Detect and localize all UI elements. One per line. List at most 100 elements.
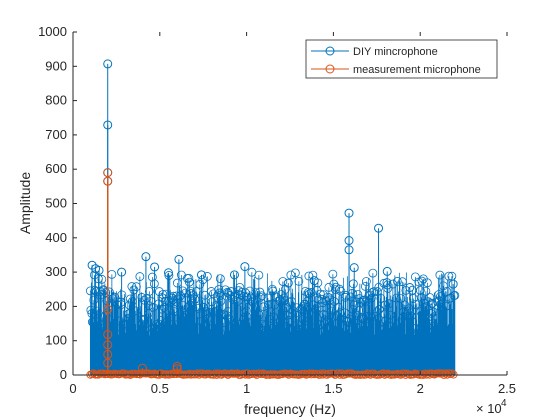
legend-measurement-marker <box>325 64 335 74</box>
diy-marker <box>103 59 113 69</box>
diy-band-marker <box>144 301 154 311</box>
measurement-baseline-marker <box>150 369 159 378</box>
x-tick-label: 0 <box>69 381 76 396</box>
diy-band-marker <box>354 294 364 303</box>
diy-marker <box>229 270 239 280</box>
diy-band-marker <box>166 320 176 330</box>
diy-band-marker <box>208 289 218 299</box>
y-tick-label: 400 <box>45 230 67 245</box>
diy-band-marker <box>257 291 267 301</box>
diy-band-marker <box>365 312 375 322</box>
measurement-baseline-marker <box>204 369 213 378</box>
diy-band-marker <box>241 306 251 316</box>
measurement-marker <box>103 330 113 340</box>
measurement-baseline-marker <box>438 369 447 378</box>
measurement-baseline-marker <box>145 369 154 378</box>
diy-band-marker <box>308 270 318 280</box>
diy-band-marker <box>396 294 406 304</box>
diy-band-marker <box>294 276 304 286</box>
diy-band-marker <box>328 269 338 279</box>
measurement-baseline-marker <box>329 369 338 378</box>
measurement-baseline-marker <box>222 370 231 378</box>
diy-band-marker <box>388 279 398 289</box>
diy-band-marker <box>284 297 294 307</box>
measurement-marker <box>103 340 113 350</box>
diy-band-marker <box>216 296 226 306</box>
diy-marker <box>150 262 160 272</box>
diy-band-marker <box>372 287 382 296</box>
diy-band-marker <box>376 293 386 303</box>
measurement-baseline-marker <box>420 369 429 378</box>
diy-marker <box>87 260 97 270</box>
legend-diy-marker <box>325 46 335 56</box>
diy-band-marker <box>315 289 325 299</box>
measurement-baseline-marker <box>198 369 207 378</box>
measurement-baseline-marker <box>184 370 192 379</box>
measurement-baseline-marker <box>185 369 194 378</box>
diy-band-marker <box>131 282 141 292</box>
y-axis-title: Amplitude <box>17 172 33 234</box>
diy-band-marker <box>450 290 460 300</box>
diy-band-marker <box>392 277 402 286</box>
diy-band-marker <box>318 290 328 300</box>
measurement-baseline-marker <box>307 370 316 379</box>
diy-band-marker <box>292 303 302 313</box>
measurement-baseline-marker <box>251 370 260 379</box>
diy-band-marker <box>129 285 139 295</box>
diy-marker <box>94 265 104 275</box>
measurement-marker <box>103 358 113 368</box>
diy-band-marker <box>235 282 245 292</box>
diy-band-marker <box>416 292 426 302</box>
diy-marker <box>141 252 151 262</box>
measurement-marker <box>103 349 113 359</box>
diy-marker <box>117 267 127 277</box>
diy-band-marker <box>290 268 300 278</box>
diy-marker <box>174 254 184 264</box>
measurement-baseline-marker <box>300 369 309 378</box>
diy-band-marker <box>359 313 369 323</box>
legend-measurement-label: measurement microphone <box>353 64 481 76</box>
measurement-marker <box>103 304 113 314</box>
x-tick-label: 2 <box>417 381 424 396</box>
dense-band-layer <box>85 267 460 375</box>
diy-marker <box>103 120 113 130</box>
legend-box <box>305 39 498 79</box>
diy-band-marker <box>184 277 194 287</box>
diy-marker <box>240 262 250 272</box>
y-ticks: 0 100 200 300 400 500 600 700 800 900 1000 <box>38 24 77 382</box>
diy-band-marker <box>329 279 339 289</box>
diy-band-marker <box>341 290 351 300</box>
diy-band-marker <box>361 277 371 286</box>
measurement-baseline-marker <box>283 370 292 378</box>
y-tick-label: 800 <box>45 93 67 108</box>
diy-band-marker <box>225 315 235 325</box>
legend-diy-label: DIY mincrophone <box>353 46 438 58</box>
measurement-baseline-marker <box>379 369 388 378</box>
diy-band-marker <box>417 276 427 286</box>
measurement-marker <box>172 361 182 371</box>
x-tick-label: 0.5 <box>151 381 169 396</box>
measurement-baseline-marker <box>364 369 373 378</box>
diy-band-marker <box>380 300 390 310</box>
x-ticks: 0 0.5 1 1.5 2 2.5 <box>69 32 516 396</box>
measurement-baseline-marker <box>444 369 453 378</box>
diy-marker <box>309 276 319 286</box>
diy-band-marker <box>139 295 149 305</box>
diy-band-marker <box>391 293 401 303</box>
diy-band-marker <box>191 287 201 296</box>
diy-band-marker <box>220 285 230 295</box>
diy-band-marker <box>135 272 145 281</box>
measurement-baseline-marker <box>89 369 98 378</box>
diy-marker <box>405 283 415 293</box>
diy-band-marker <box>89 295 99 305</box>
diy-band-marker <box>269 312 279 321</box>
diy-band-marker <box>366 293 376 303</box>
diy-band-marker <box>173 294 183 304</box>
diy-band-marker <box>95 286 105 296</box>
diy-band-marker <box>200 290 210 300</box>
diy-band-marker <box>202 272 212 281</box>
diy-band-marker <box>335 308 345 318</box>
x-exponent-power: 4 <box>501 398 507 409</box>
measurement-baseline-marker <box>192 370 200 379</box>
diy-band-marker <box>222 287 232 297</box>
